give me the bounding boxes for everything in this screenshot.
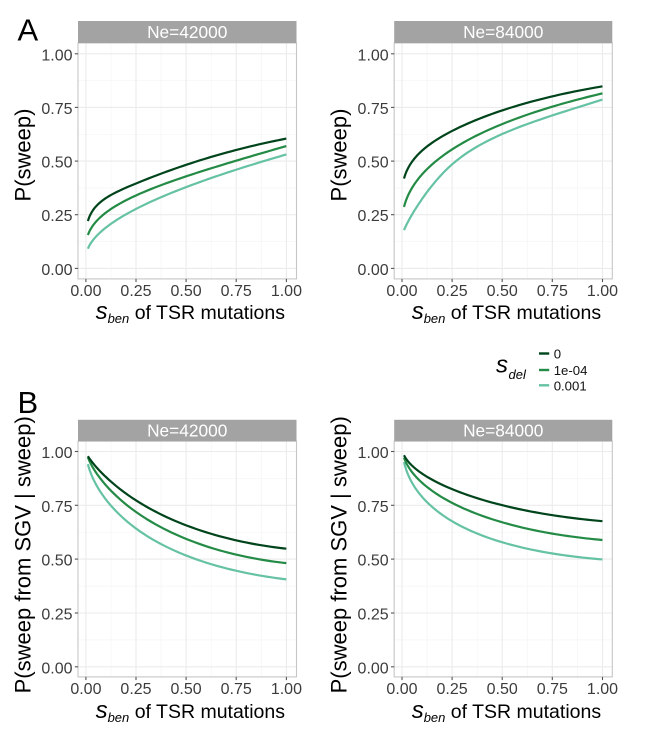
svg-text:P(sweep): P(sweep) [11, 109, 36, 202]
svg-text:0.00: 0.00 [386, 283, 417, 300]
svg-text:Ne=84000: Ne=84000 [463, 22, 543, 42]
svg-text:0.25: 0.25 [41, 607, 72, 624]
svg-text:0.00: 0.00 [70, 681, 101, 698]
svg-text:0.00: 0.00 [358, 660, 389, 677]
svg-text:1.00: 1.00 [358, 47, 389, 64]
svg-text:0.50: 0.50 [358, 155, 389, 172]
svg-text:0.00: 0.00 [41, 660, 72, 677]
svg-text:Ne=42000: Ne=42000 [147, 421, 227, 441]
svg-text:0.50: 0.50 [41, 155, 72, 172]
svg-text:0.25: 0.25 [358, 208, 389, 225]
svg-text:0.50: 0.50 [487, 283, 518, 300]
svg-text:0.25: 0.25 [120, 681, 151, 698]
svg-text:0.25: 0.25 [120, 283, 151, 300]
svg-text:1e-04: 1e-04 [554, 363, 588, 378]
svg-text:0.50: 0.50 [358, 553, 389, 570]
svg-text:0.50: 0.50 [171, 283, 202, 300]
svg-text:0.75: 0.75 [221, 681, 252, 698]
svg-text:del: del [509, 367, 527, 382]
svg-text:0.25: 0.25 [437, 283, 468, 300]
svg-text:0.75: 0.75 [358, 499, 389, 516]
svg-text:s: s [496, 352, 508, 379]
svg-text:0.00: 0.00 [70, 283, 101, 300]
svg-text:0.001: 0.001 [554, 378, 587, 393]
svg-text:1.00: 1.00 [271, 681, 302, 698]
svg-text:0.75: 0.75 [221, 283, 252, 300]
svg-text:0.50: 0.50 [171, 681, 202, 698]
svg-text:0.25: 0.25 [437, 681, 468, 698]
svg-text:P(sweep): P(sweep) [327, 109, 352, 202]
svg-text:0.25: 0.25 [358, 607, 389, 624]
svg-text:1.00: 1.00 [41, 47, 72, 64]
svg-text:Ne=42000: Ne=42000 [147, 22, 227, 42]
svg-text:0.50: 0.50 [41, 553, 72, 570]
svg-text:sben of TSR mutations: sben of TSR mutations [412, 298, 602, 326]
svg-text:sben of TSR mutations: sben of TSR mutations [96, 697, 286, 725]
svg-text:1.00: 1.00 [41, 445, 72, 462]
svg-text:0.00: 0.00 [386, 681, 417, 698]
svg-text:1.00: 1.00 [358, 445, 389, 462]
svg-text:P(sweep from SGV | sweep): P(sweep from SGV | sweep) [11, 416, 36, 693]
svg-text:P(sweep from SGV | sweep): P(sweep from SGV | sweep) [327, 416, 352, 693]
svg-text:0.75: 0.75 [41, 499, 72, 516]
svg-text:0.75: 0.75 [537, 681, 568, 698]
svg-text:0.25: 0.25 [41, 208, 72, 225]
svg-text:1.00: 1.00 [587, 283, 618, 300]
svg-text:0.75: 0.75 [41, 101, 72, 118]
svg-text:Ne=84000: Ne=84000 [463, 421, 543, 441]
svg-text:B: B [18, 385, 39, 420]
svg-text:0: 0 [554, 347, 561, 362]
svg-text:0.75: 0.75 [537, 283, 568, 300]
svg-text:0.00: 0.00 [358, 262, 389, 279]
svg-text:0.75: 0.75 [358, 101, 389, 118]
svg-text:0.00: 0.00 [41, 262, 72, 279]
svg-text:1.00: 1.00 [587, 681, 618, 698]
svg-text:0.50: 0.50 [487, 681, 518, 698]
svg-text:sben of TSR mutations: sben of TSR mutations [96, 298, 286, 326]
svg-text:1.00: 1.00 [271, 283, 302, 300]
svg-text:sben of TSR mutations: sben of TSR mutations [412, 697, 602, 725]
svg-text:A: A [18, 12, 39, 47]
